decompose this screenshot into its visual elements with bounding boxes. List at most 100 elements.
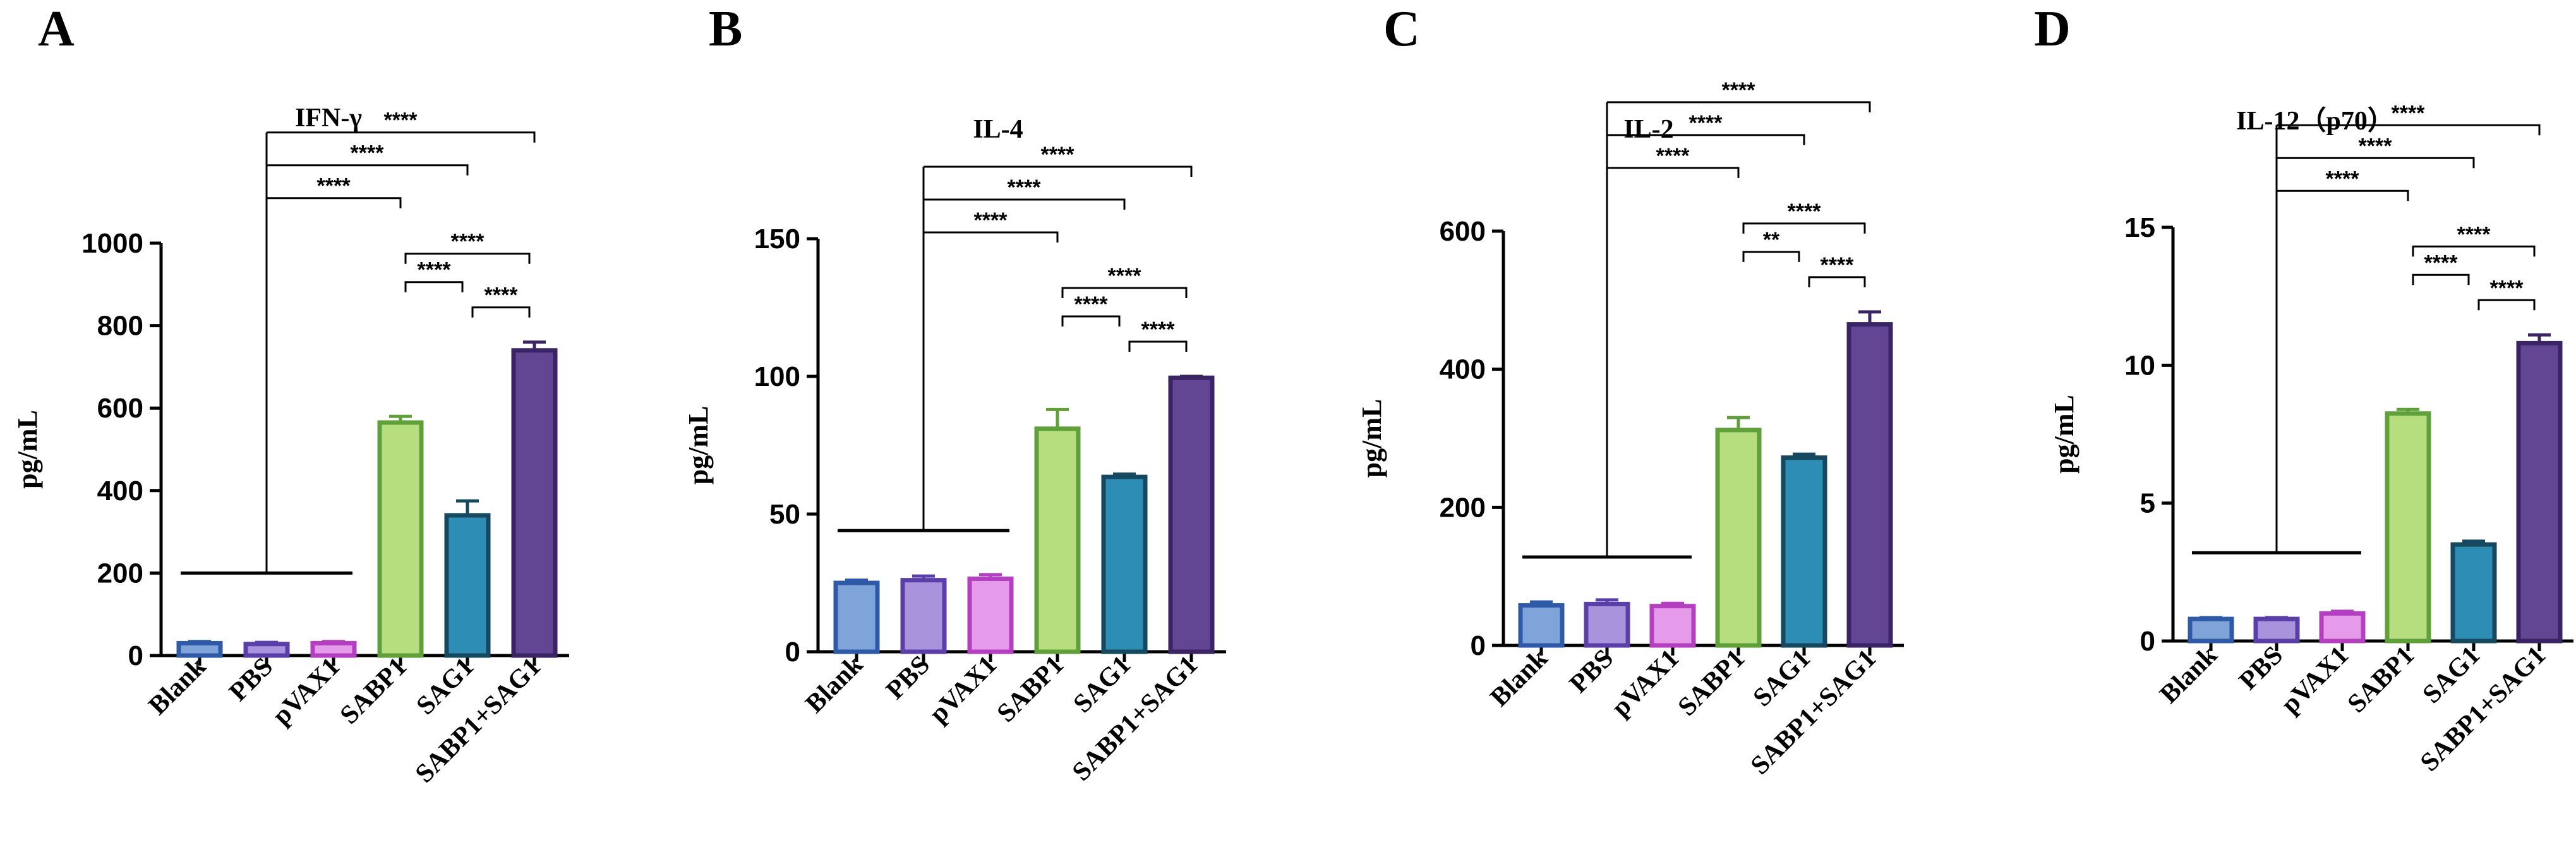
x-tick-label: Blank — [143, 652, 212, 721]
significance-bracket — [1607, 101, 1871, 112]
y-axis-label: pg/mL — [12, 410, 43, 489]
panel-letter: D — [2034, 1, 2071, 57]
significance-bracket — [924, 165, 1193, 177]
x-tick-label: SABP1 — [2342, 641, 2420, 719]
significance-label: **** — [1722, 78, 1756, 102]
significance-label: **** — [1074, 292, 1109, 316]
x-tick-label: pVAX1 — [1606, 644, 1685, 722]
significance-label: **** — [2490, 276, 2524, 300]
significance-label: **** — [974, 208, 1008, 232]
y-tick-label: 1000 — [81, 228, 143, 259]
x-tick-label: pVAX1 — [924, 650, 1002, 729]
chart-title: IL-4 — [973, 115, 1023, 144]
bar — [1168, 375, 1215, 654]
x-tick-label: PBS — [224, 652, 279, 707]
significance-bracket — [471, 306, 531, 318]
panel-D: D IL-12（p70） pg/mL 0 5 10 15 Blank PBSpVAX1SABP1… — [2034, 1, 2573, 777]
significance-label: ** — [1763, 228, 1780, 252]
significance-label: **** — [317, 174, 351, 198]
bar — [1034, 426, 1081, 654]
bar — [176, 640, 223, 658]
y-tick-label: 800 — [97, 311, 143, 342]
y-tick-label: 0 — [1471, 630, 1486, 661]
y-tick-label: 0 — [785, 637, 800, 668]
significance-label: **** — [1656, 144, 1690, 168]
y-tick-label: 50 — [769, 499, 800, 530]
x-tick-label: SABP1 — [1673, 644, 1750, 722]
significance-bracket — [267, 164, 469, 176]
x-tick-label: PBS — [881, 650, 936, 705]
bar — [1715, 428, 1762, 648]
significance-bracket — [2277, 157, 2475, 169]
x-tick-label: pVAX1 — [267, 652, 346, 731]
panel-letter: B — [709, 1, 742, 57]
bar — [444, 513, 491, 658]
y-tick-label: 400 — [1440, 354, 1486, 385]
bar — [1649, 604, 1696, 648]
bar — [2450, 542, 2497, 644]
significance-label: **** — [1008, 176, 1042, 200]
bar — [243, 642, 290, 658]
significance-label: **** — [1689, 111, 1723, 135]
bar — [1584, 601, 1630, 648]
significance-bracket — [1607, 134, 1805, 145]
significance-label: **** — [1108, 264, 1142, 288]
panel-letter: C — [1383, 1, 1420, 57]
significance-bracket — [1808, 276, 1866, 287]
x-tick-label: PBS — [1564, 644, 1619, 699]
bar — [2319, 611, 2366, 644]
bar — [310, 640, 357, 658]
significance-bracket — [2277, 189, 2409, 201]
significance-bracket — [1607, 167, 1740, 178]
y-tick-label: 600 — [97, 393, 143, 424]
chart-title: IL-2 — [1623, 115, 1673, 144]
y-tick-label: 15 — [2124, 212, 2155, 243]
significance-bracket — [2477, 299, 2536, 311]
y-tick-label: 200 — [1440, 492, 1486, 523]
y-tick-label: 600 — [1440, 216, 1486, 247]
y-axis-label: pg/mL — [1356, 399, 1387, 478]
bar — [1518, 603, 1565, 648]
significance-label: **** — [1788, 200, 1822, 224]
bar — [511, 348, 558, 658]
bar — [1781, 455, 1827, 648]
significance-bracket — [924, 198, 1126, 210]
bar — [900, 578, 947, 654]
significance-label: **** — [418, 258, 452, 282]
significance-label: **** — [1821, 253, 1855, 277]
x-tick-label: SABP1 — [992, 650, 1069, 728]
x-tick-label: SABP1 — [335, 652, 412, 730]
x-tick-label: Blank — [2155, 640, 2224, 709]
significance-bracket — [1742, 222, 1866, 234]
chart-title: IL-12（p70） — [2236, 106, 2394, 136]
bar — [2253, 616, 2300, 644]
significance-bracket — [267, 131, 536, 143]
significance-label: **** — [2457, 222, 2491, 246]
significance-bracket — [404, 253, 531, 264]
significance-label: **** — [485, 284, 519, 308]
y-tick-label: 10 — [2124, 350, 2155, 381]
y-tick-label: 100 — [754, 361, 800, 392]
y-tick-label: 5 — [2140, 488, 2155, 519]
y-tick-label: 150 — [754, 224, 800, 255]
significance-bracket — [2412, 273, 2470, 285]
x-tick-label: pVAX1 — [2276, 641, 2354, 719]
chart-title: IFN-γ — [295, 104, 362, 133]
bar — [2516, 340, 2563, 644]
significance-bracket — [1061, 315, 1121, 327]
y-tick-label: 0 — [2140, 626, 2155, 657]
significance-bracket — [1061, 287, 1188, 298]
y-tick-label: 200 — [97, 558, 143, 589]
significance-bracket — [267, 197, 402, 208]
bar — [2188, 616, 2234, 644]
significance-label: **** — [1141, 318, 1176, 342]
bar — [833, 580, 880, 654]
significance-bracket — [2277, 124, 2541, 136]
significance-label: **** — [2359, 134, 2393, 158]
panel-letter: A — [38, 1, 75, 57]
bar — [967, 576, 1014, 654]
panel-A: A IFN-γ pg/mL 0 200 400 600 800 1000 Blank PBSpVAX… — [12, 1, 569, 789]
